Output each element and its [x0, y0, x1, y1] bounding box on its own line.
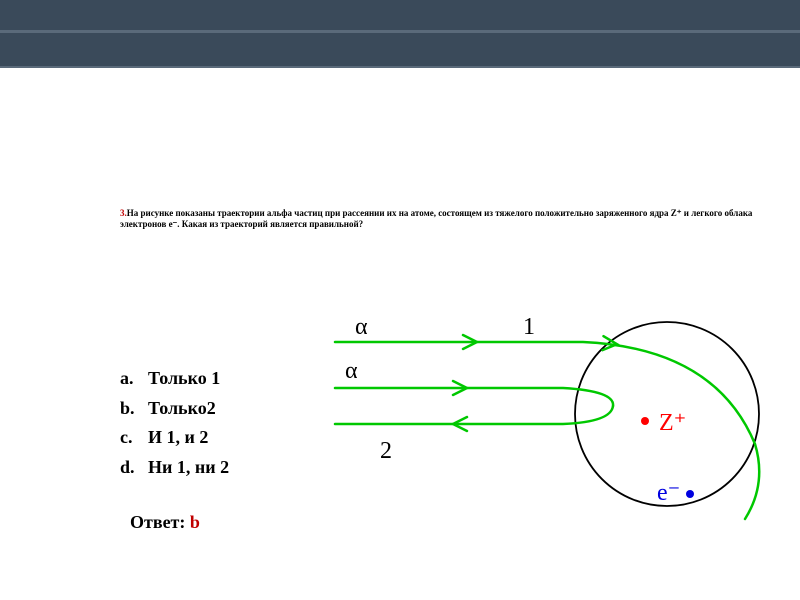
slide-topbar	[0, 0, 800, 68]
answer-line: Ответ: b	[130, 512, 200, 533]
option-b-label: b.	[120, 394, 148, 424]
option-b-text: Только2	[148, 394, 216, 424]
option-a-label: a.	[120, 364, 148, 394]
scattering-diagram: αα 1 2 Z⁺ e⁻	[315, 314, 795, 574]
answer-value: b	[190, 512, 200, 532]
svg-text:α: α	[345, 358, 358, 384]
question-text: 3.На рисунке показаны траектории альфа ч…	[120, 208, 780, 231]
svg-text:2: 2	[380, 438, 392, 464]
svg-text:1: 1	[523, 314, 535, 340]
question-number: 3.	[120, 208, 127, 218]
svg-text:Z⁺: Z⁺	[659, 410, 686, 436]
option-c-text: И 1, и 2	[148, 423, 208, 453]
option-d-label: d.	[120, 453, 148, 483]
option-a: a. Только 1	[120, 364, 229, 394]
option-d: d. Ни 1, ни 2	[120, 453, 229, 483]
question-body: На рисунке показаны траектории альфа час…	[120, 208, 752, 229]
option-a-text: Только 1	[148, 364, 220, 394]
answer-options: a. Только 1 b. Только2 c. И 1, и 2 d. Ни…	[120, 364, 229, 483]
option-c-label: c.	[120, 423, 148, 453]
svg-text:α: α	[355, 314, 368, 340]
option-b: b. Только2	[120, 394, 229, 424]
answer-label: Ответ:	[130, 512, 190, 532]
option-c: c. И 1, и 2	[120, 423, 229, 453]
option-d-text: Ни 1, ни 2	[148, 453, 229, 483]
svg-text:e⁻: e⁻	[657, 480, 680, 506]
